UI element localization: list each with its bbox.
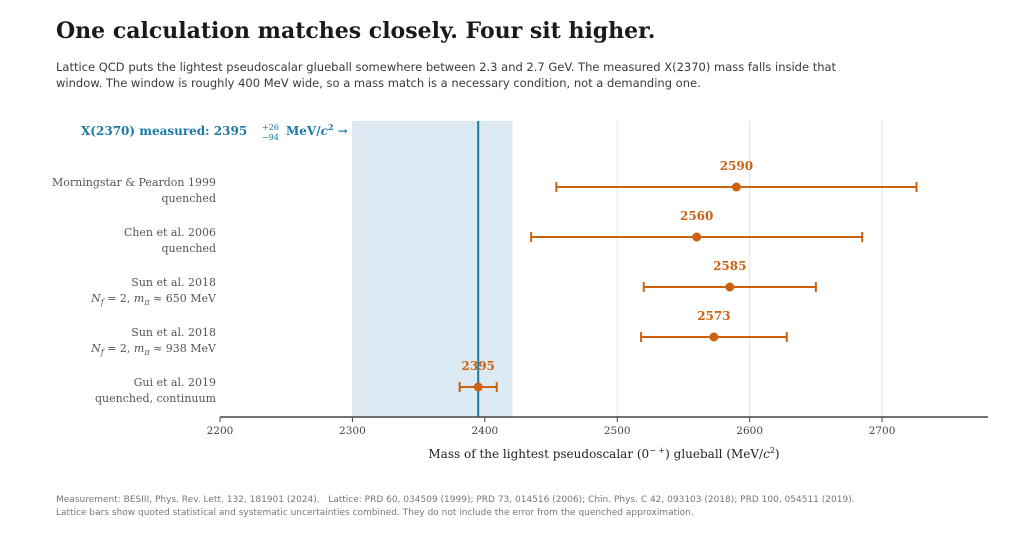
series-row-1: Morningstar & Peardon 1999 quenched 2590 (52, 159, 918, 205)
data-point (692, 232, 702, 242)
label-eq: = 2, (104, 342, 134, 355)
data-point (473, 382, 483, 392)
label-mass: ≈ 938 MeV (150, 342, 217, 355)
series-row-5: Gui et al. 2019 quenched, continuum 2395 (95, 359, 498, 405)
data-label: 2573 (697, 309, 730, 323)
series-row-4: Sun et al. 2018 Nf = 2, mπ ≈ 938 MeV 2573 (90, 309, 788, 357)
data-label: 2560 (680, 209, 713, 223)
label-N: N (90, 292, 101, 305)
row-label-detail: Nf = 2, mπ ≈ 938 MeV (90, 342, 217, 357)
label-pi-sub: π (143, 348, 150, 357)
data-point (731, 182, 741, 192)
x-axis-label-unit-c: c (763, 447, 770, 461)
lattice-window-band (352, 121, 513, 417)
x-tick-label: 2700 (869, 425, 896, 437)
measurement-annotation: X(2370) measured: 2395 +26 −94 MeV/c2 → (81, 122, 348, 142)
x-tick-label: 2600 (736, 425, 763, 437)
measurement-unit-square: 2 (328, 122, 334, 132)
x-tick-label: 2200 (207, 425, 234, 437)
x-tick-label: 2300 (339, 425, 366, 437)
row-label-source: Sun et al. 2018 (131, 276, 216, 289)
row-label-source: Morningstar & Peardon 1999 (52, 176, 216, 189)
x-axis-label-unit-square: 2 (770, 446, 775, 455)
label-f-sub: f (100, 298, 106, 307)
label-mass: ≈ 650 MeV (150, 292, 217, 305)
measurement-unit: MeV/ (286, 124, 321, 138)
row-label-detail: quenched (161, 242, 216, 255)
measurement-err-plus: +26 (262, 123, 279, 132)
x-axis-label-text: Mass of the lightest pseudoscalar (0 (428, 447, 649, 461)
label-m: m (134, 342, 144, 355)
data-label: 2585 (713, 259, 746, 273)
label-f-sub: f (100, 348, 106, 357)
x-axis-label-text-mid: ) glueball (MeV/ (665, 447, 764, 461)
measurement-arrow: → (334, 124, 348, 138)
data-label: 2590 (720, 159, 753, 173)
row-label-detail: Nf = 2, mπ ≈ 650 MeV (90, 292, 217, 307)
series-row-2: Chen et al. 2006 quenched 2560 (124, 209, 864, 255)
data-point (725, 282, 735, 292)
label-m: m (134, 292, 144, 305)
measurement-label-value: X(2370) measured: 2395 (81, 124, 251, 138)
footer-sources: Measurement: BESIII, Phys. Rev. Lett. 13… (56, 495, 855, 505)
chart-footer: Measurement: BESIII, Phys. Rev. Lett. 13… (56, 494, 976, 519)
data-point (709, 332, 719, 342)
x-axis-label: Mass of the lightest pseudoscalar (0− +)… (428, 446, 779, 461)
label-N: N (90, 342, 101, 355)
x-axis-label-superscript: − + (649, 446, 665, 455)
row-label-source: Gui et al. 2019 (134, 376, 216, 389)
measurement-err-minus: −94 (262, 133, 279, 142)
label-pi-sub: π (143, 298, 150, 307)
row-label-source: Chen et al. 2006 (124, 226, 216, 239)
label-eq: = 2, (104, 292, 134, 305)
footer-note: Lattice bars show quoted statistical and… (56, 507, 694, 518)
chart-title: One calculation matches closely. Four si… (56, 18, 656, 44)
measurement-unit-c: c (321, 124, 329, 138)
data-label: 2395 (462, 359, 495, 373)
row-label-detail: quenched (161, 192, 216, 205)
chart-subtitle: Lattice QCD puts the lightest pseudoscal… (56, 60, 837, 90)
x-axis-label-text-end: ) (775, 447, 780, 461)
x-tick-label: 2400 (471, 425, 498, 437)
row-label-detail: quenched, continuum (95, 392, 217, 405)
series-row-3: Sun et al. 2018 Nf = 2, mπ ≈ 650 MeV 2585 (90, 259, 817, 307)
x-tick-label: 2500 (604, 425, 631, 437)
row-label-source: Sun et al. 2018 (131, 326, 216, 339)
